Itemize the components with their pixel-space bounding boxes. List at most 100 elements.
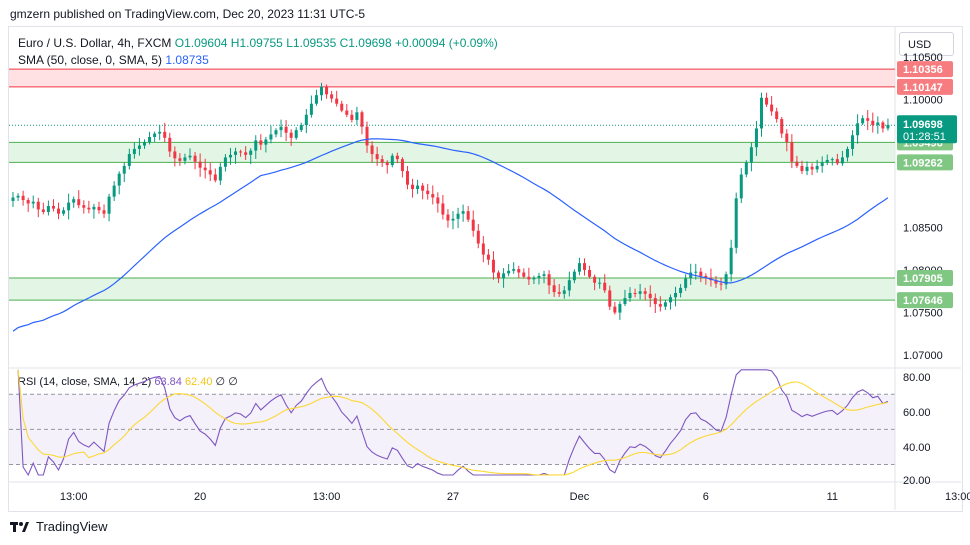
candle-body — [487, 255, 490, 260]
candle-body — [730, 248, 733, 274]
candle-body — [411, 185, 414, 189]
candle-body — [17, 196, 20, 198]
candle-body — [274, 130, 277, 134]
candle-body — [52, 206, 55, 209]
candle-body — [376, 154, 379, 159]
candle-body — [345, 111, 348, 115]
candle-body — [82, 205, 85, 208]
candle-body — [517, 269, 520, 272]
candle-body — [446, 215, 449, 221]
candle-body — [856, 123, 859, 135]
candle-body — [548, 274, 551, 285]
candle-body — [310, 104, 313, 115]
price-tick-label: 1.07500 — [903, 308, 943, 320]
candle-body — [97, 207, 100, 210]
candle-body — [360, 112, 363, 126]
candle-body — [143, 142, 146, 145]
price-tick-label: 1.07000 — [903, 350, 943, 362]
countdown-label: 01:28:51 — [903, 131, 946, 143]
candle-body — [199, 162, 202, 168]
candle-body — [401, 159, 404, 171]
candle-body — [239, 151, 242, 152]
candle-body — [92, 207, 95, 210]
price-tag-label: 1.10356 — [903, 64, 943, 76]
footer-brand[interactable]: TradingView — [36, 519, 108, 534]
candle-body — [436, 198, 439, 204]
candle-body — [770, 105, 773, 112]
candle-body — [244, 152, 247, 155]
time-tick-label: 13:00 — [945, 491, 970, 503]
candle-body — [583, 263, 586, 270]
candle-body — [133, 149, 136, 154]
candle-body — [841, 157, 844, 163]
candle-body — [305, 115, 308, 125]
candle-body — [366, 127, 369, 146]
candle-body — [204, 168, 207, 171]
candle-body — [522, 273, 525, 277]
time-tick-label: 13:00 — [313, 491, 341, 503]
candle-body — [492, 260, 495, 273]
price-tag-label: 1.09262 — [903, 157, 943, 169]
candle-body — [527, 277, 530, 280]
candle-body — [720, 284, 723, 285]
rsi-tick-label: 80.00 — [903, 372, 931, 384]
candle-body — [861, 118, 864, 123]
candle-body — [295, 130, 298, 138]
candle-body — [674, 293, 677, 297]
candle-body — [831, 159, 834, 160]
candle-body — [750, 147, 753, 162]
candle-body — [426, 191, 429, 194]
candle-body — [563, 290, 566, 293]
candle-body — [684, 278, 687, 287]
candle-body — [659, 304, 662, 307]
candle-body — [790, 142, 793, 162]
price-tick-label: 1.08500 — [903, 222, 943, 234]
candle-body — [209, 170, 212, 174]
candle-body — [163, 132, 166, 138]
candle-body — [87, 208, 90, 210]
candle-body — [62, 210, 65, 213]
candle-body — [32, 202, 35, 204]
candle-body — [229, 155, 232, 158]
candle-body — [699, 272, 702, 276]
candle-body — [254, 140, 257, 150]
candle-body — [816, 166, 819, 169]
candle-body — [598, 283, 601, 284]
candle-body — [123, 166, 126, 174]
candle-body — [264, 140, 267, 145]
candle-body — [138, 145, 141, 148]
candle-body — [42, 209, 45, 212]
candle-body — [871, 121, 874, 125]
candle-body — [183, 157, 186, 160]
candle-body — [780, 119, 783, 133]
candle-body — [128, 154, 131, 166]
candle-body — [27, 200, 30, 203]
time-tick-label: Dec — [570, 491, 590, 503]
candle-body — [335, 99, 338, 104]
candle-body — [249, 151, 252, 155]
candle-body — [649, 294, 652, 298]
rsi-tick-label: 60.00 — [903, 407, 931, 419]
price-tick-label: 1.10000 — [903, 94, 943, 106]
candle-body — [355, 112, 358, 120]
candle-body — [811, 167, 814, 170]
price-tag-label: 1.07646 — [903, 295, 943, 307]
price-chart[interactable]: 1.105001.100001.085001.080001.075001.070… — [0, 0, 970, 545]
candle-body — [168, 138, 171, 152]
candle-body — [881, 122, 884, 128]
candle-body — [103, 210, 106, 213]
candle-body — [765, 98, 768, 105]
tradingview-logo-icon — [10, 521, 32, 533]
candle-body — [431, 194, 434, 197]
candle-body — [603, 283, 606, 291]
price-tag-label: 1.10147 — [903, 82, 943, 94]
candle-body — [457, 214, 460, 219]
candle-body — [543, 274, 546, 276]
candle-body — [219, 167, 222, 181]
candle-body — [290, 133, 293, 138]
candle-body — [214, 174, 217, 180]
candle-body — [315, 95, 318, 104]
candle-body — [613, 307, 616, 313]
candle-body — [639, 291, 642, 294]
candle-body — [406, 171, 409, 185]
